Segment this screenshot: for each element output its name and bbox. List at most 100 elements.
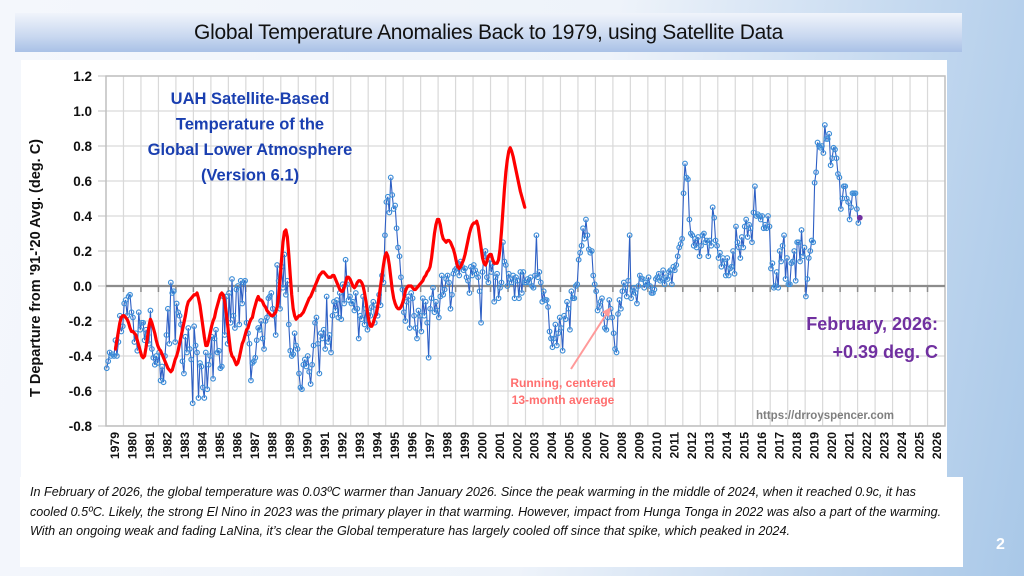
data-point — [689, 232, 696, 239]
data-point — [842, 183, 849, 190]
x-tick-label: 2023 — [877, 432, 891, 459]
data-point — [836, 174, 843, 181]
temperature-chart: 1.2 1.0 0.8 0.6 0.4 0.2 0.0 -0.2 -0.4 -0.6 -0.8 197… — [28, 69, 946, 459]
data-point — [802, 293, 809, 300]
data-point — [435, 314, 442, 321]
data-point — [593, 288, 600, 295]
data-point — [205, 361, 212, 368]
data-point — [791, 248, 798, 254]
x-tick-label: 2008 — [615, 432, 629, 459]
x-tick-label: 1998 — [440, 432, 454, 459]
data-point — [392, 202, 399, 209]
data-point — [430, 284, 436, 291]
data-point — [166, 340, 173, 347]
data-point — [395, 244, 401, 251]
x-tick-label: 2007 — [598, 432, 612, 459]
data-point — [253, 337, 260, 344]
data-point — [475, 274, 482, 281]
data-point — [647, 283, 653, 289]
data-point — [628, 295, 635, 302]
chart-title: UAH Satellite-Based Temperature of the Glo… — [148, 90, 353, 185]
data-point — [315, 340, 321, 347]
data-point — [671, 267, 678, 274]
data-point — [114, 353, 120, 359]
x-tick-label: 2003 — [528, 432, 542, 459]
data-point — [342, 256, 349, 263]
data-point — [641, 284, 648, 291]
data-point — [412, 325, 419, 331]
data-point — [661, 281, 668, 288]
data-point — [488, 269, 495, 275]
data-point — [616, 297, 623, 303]
data-point — [698, 242, 704, 249]
data-point — [664, 276, 671, 282]
data-point — [352, 290, 359, 296]
data-point — [299, 386, 305, 393]
data-point — [128, 309, 135, 316]
data-point — [759, 213, 766, 219]
x-tick-label: 1997 — [423, 432, 437, 459]
data-point — [682, 160, 688, 167]
data-point — [696, 253, 703, 260]
data-point — [551, 335, 557, 342]
data-point — [229, 276, 235, 282]
data-point — [148, 346, 155, 352]
data-point — [285, 321, 292, 328]
y-tick-label: 1.0 — [73, 104, 92, 119]
data-point — [504, 283, 511, 289]
data-point — [272, 332, 279, 338]
x-tick-label: 2019 — [807, 432, 821, 459]
data-point — [127, 291, 133, 298]
data-point — [159, 363, 165, 370]
data-point — [221, 332, 228, 338]
data-point — [639, 276, 646, 282]
data-point — [441, 286, 448, 293]
data-point — [259, 335, 266, 342]
x-tick-label: 2001 — [493, 432, 507, 459]
data-point — [610, 330, 617, 337]
x-tick-label: 1984 — [196, 432, 210, 459]
running-average-label: 13-month average — [512, 393, 615, 407]
data-point — [564, 298, 570, 305]
data-point — [619, 288, 626, 295]
data-point — [618, 305, 624, 312]
data-point — [103, 365, 110, 372]
y-tick-label: 0.0 — [73, 279, 92, 294]
data-point — [361, 321, 368, 328]
data-point — [731, 270, 738, 277]
data-point — [559, 347, 566, 354]
data-point — [738, 234, 745, 240]
data-point — [848, 204, 854, 211]
data-point — [578, 242, 585, 249]
y-tick-label: 0.6 — [73, 174, 92, 189]
data-point — [591, 281, 598, 288]
data-point — [813, 169, 819, 176]
data-point — [558, 325, 565, 331]
data-point — [252, 354, 259, 361]
data-point — [749, 239, 755, 246]
data-point — [721, 260, 728, 267]
data-point — [382, 232, 388, 239]
data-point — [389, 192, 396, 198]
data-point — [408, 290, 415, 296]
plot-border — [105, 75, 946, 427]
y-tick-label: -0.4 — [69, 349, 93, 364]
chart-title-line: Global Lower Atmosphere — [148, 141, 353, 159]
data-point — [782, 276, 789, 282]
data-point — [329, 312, 336, 319]
data-point — [584, 232, 591, 239]
data-point — [543, 297, 550, 303]
data-point — [516, 295, 522, 302]
data-point — [338, 316, 345, 323]
data-point — [674, 253, 681, 260]
running-average-series — [113, 146, 527, 374]
data-point — [545, 304, 551, 310]
x-tick-label: 2002 — [510, 432, 524, 459]
data-point — [320, 326, 327, 333]
data-point — [173, 300, 180, 307]
x-tick-label: 2025 — [912, 432, 926, 459]
data-point — [185, 325, 192, 331]
data-point — [182, 333, 189, 340]
data-point — [712, 237, 719, 244]
data-point — [596, 304, 602, 310]
